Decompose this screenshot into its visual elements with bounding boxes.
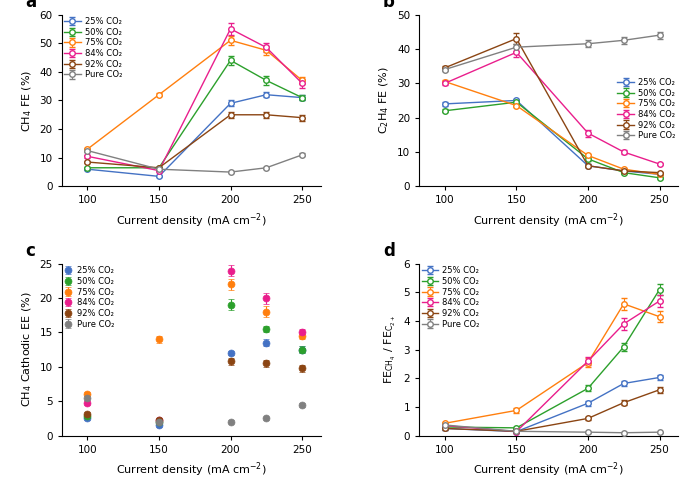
X-axis label: Current density (mA cm$^{-2}$): Current density (mA cm$^{-2}$) — [116, 460, 266, 479]
Legend: 25% CO₂, 50% CO₂, 75% CO₂, 84% CO₂, 92% CO₂, Pure CO₂: 25% CO₂, 50% CO₂, 75% CO₂, 84% CO₂, 92% … — [617, 78, 675, 140]
X-axis label: Current density (mA cm$^{-2}$): Current density (mA cm$^{-2}$) — [116, 211, 266, 229]
Legend: 25% CO₂, 50% CO₂, 75% CO₂, 84% CO₂, 92% CO₂, Pure CO₂: 25% CO₂, 50% CO₂, 75% CO₂, 84% CO₂, 92% … — [64, 17, 123, 79]
Y-axis label: FE$_{\mathrm{CH_4}}$ / FE$_{\mathrm{C_{2+}}}$: FE$_{\mathrm{CH_4}}$ / FE$_{\mathrm{C_{2… — [383, 315, 398, 384]
X-axis label: Current density (mA cm$^{-2}$): Current density (mA cm$^{-2}$) — [473, 460, 624, 479]
X-axis label: Current density (mA cm$^{-2}$): Current density (mA cm$^{-2}$) — [473, 211, 624, 229]
Text: c: c — [25, 242, 35, 260]
Legend: 25% CO₂, 50% CO₂, 75% CO₂, 84% CO₂, 92% CO₂, Pure CO₂: 25% CO₂, 50% CO₂, 75% CO₂, 84% CO₂, 92% … — [64, 266, 114, 329]
Text: d: d — [383, 242, 395, 260]
Text: a: a — [25, 0, 36, 11]
Text: b: b — [383, 0, 395, 11]
Y-axis label: CH$_4$ FE (%): CH$_4$ FE (%) — [21, 69, 34, 132]
Y-axis label: C$_2$H$_4$ FE (%): C$_2$H$_4$ FE (%) — [378, 67, 391, 134]
Legend: 25% CO₂, 50% CO₂, 75% CO₂, 84% CO₂, 92% CO₂, Pure CO₂: 25% CO₂, 50% CO₂, 75% CO₂, 84% CO₂, 92% … — [421, 266, 479, 329]
Y-axis label: CH$_4$ Cathodic EE (%): CH$_4$ Cathodic EE (%) — [21, 292, 34, 408]
